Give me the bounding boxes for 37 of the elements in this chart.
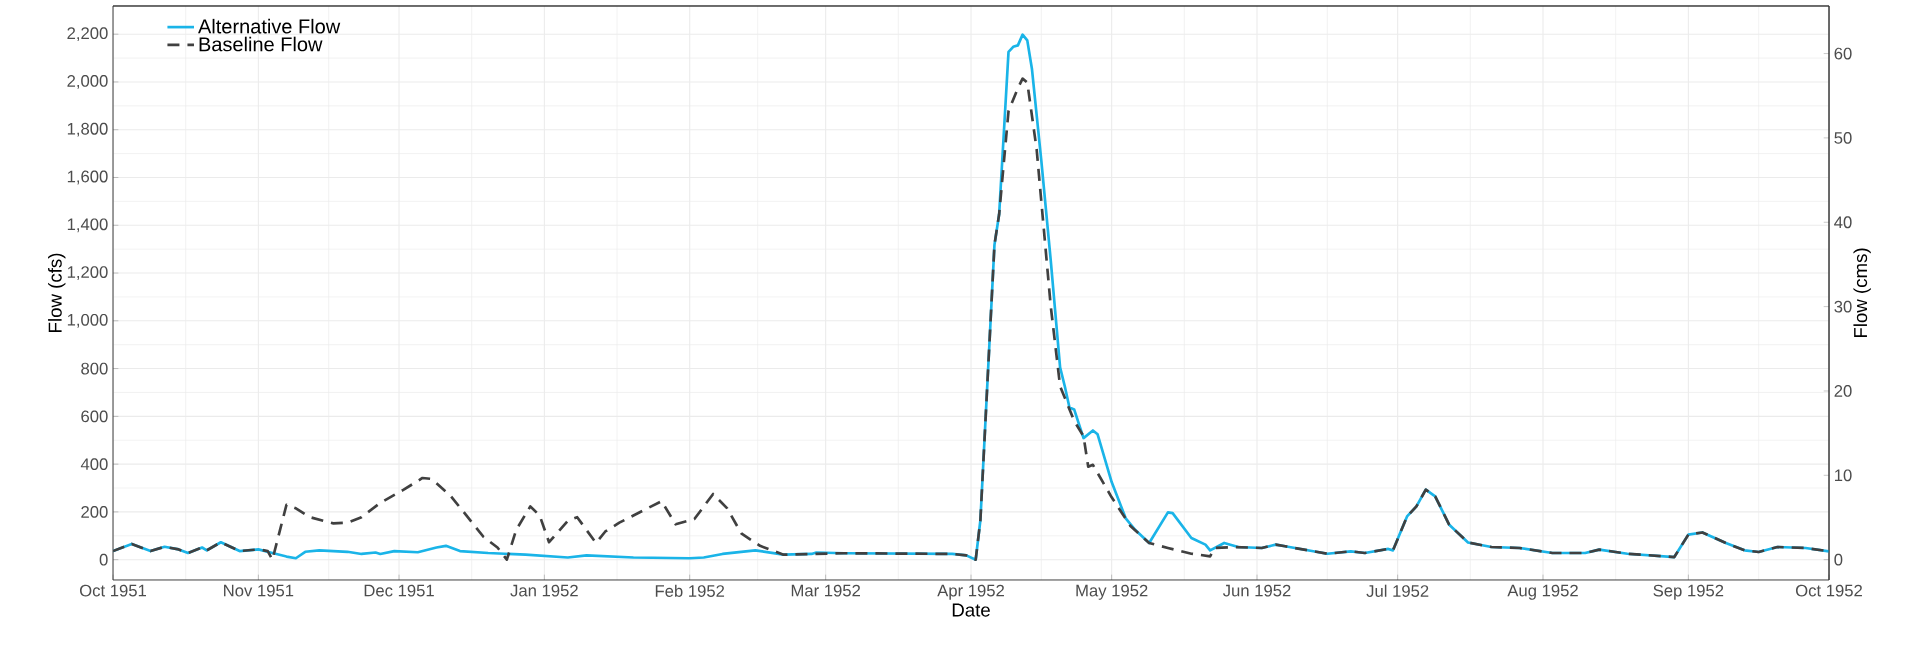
x-tick-label: Jan 1952 xyxy=(510,584,578,597)
y-tick-label: 2,200 xyxy=(67,27,108,42)
x-tick-label: Nov 1951 xyxy=(224,584,294,597)
x-tick-label: Feb 1952 xyxy=(655,584,725,597)
y2-tick-label: 40 xyxy=(1834,216,1852,229)
y-tick-label: 1,400 xyxy=(67,218,108,233)
x-tick-label: Oct 1952 xyxy=(1795,584,1862,597)
x-tick-label: Dec 1951 xyxy=(364,584,434,597)
x-tick-label: Sep 1952 xyxy=(1653,584,1724,600)
y2-tick-label: 10 xyxy=(1835,469,1852,482)
y-tick-label: 400 xyxy=(80,458,108,471)
x-tick-label: Apr 1952 xyxy=(937,584,1004,600)
y-tick-label: 600 xyxy=(81,410,108,423)
x-tick-label: May 1952 xyxy=(1076,584,1148,600)
y-tick-label: 1,200 xyxy=(67,266,108,280)
y2-tick-label: 30 xyxy=(1834,300,1852,313)
y2-tick-label: 0 xyxy=(1834,553,1843,566)
y-tick-label: 1,600 xyxy=(67,170,108,185)
y2-tick-label: 50 xyxy=(1834,132,1852,144)
x-axis-title: Date xyxy=(952,603,990,617)
y2-axis-title: Flow (cms) xyxy=(1853,248,1871,338)
x-tick-label: Jun 1952 xyxy=(1222,584,1291,597)
y-tick-label: 1,000 xyxy=(67,313,108,328)
x-tick-label: Aug 1952 xyxy=(1507,584,1578,600)
x-tick-label: Mar 1952 xyxy=(791,584,861,597)
y-tick-label: 200 xyxy=(81,506,108,518)
x-tick-label: Oct 1951 xyxy=(80,584,146,597)
x-tick-label: Jul 1952 xyxy=(1366,584,1429,597)
legend-label: Alternative Flow xyxy=(198,18,341,34)
y-tick-label: 0 xyxy=(99,553,108,566)
y2-tick-label: 20 xyxy=(1834,385,1852,397)
y-tick-label: 800 xyxy=(81,362,108,375)
y-tick-label: 2,000 xyxy=(67,75,108,89)
y-tick-label: 1,800 xyxy=(67,122,108,137)
y2-tick-label: 60 xyxy=(1834,47,1852,60)
legend-label: Baseline Flow xyxy=(199,36,323,52)
y-axis-title: Flow (cfs) xyxy=(48,253,66,332)
